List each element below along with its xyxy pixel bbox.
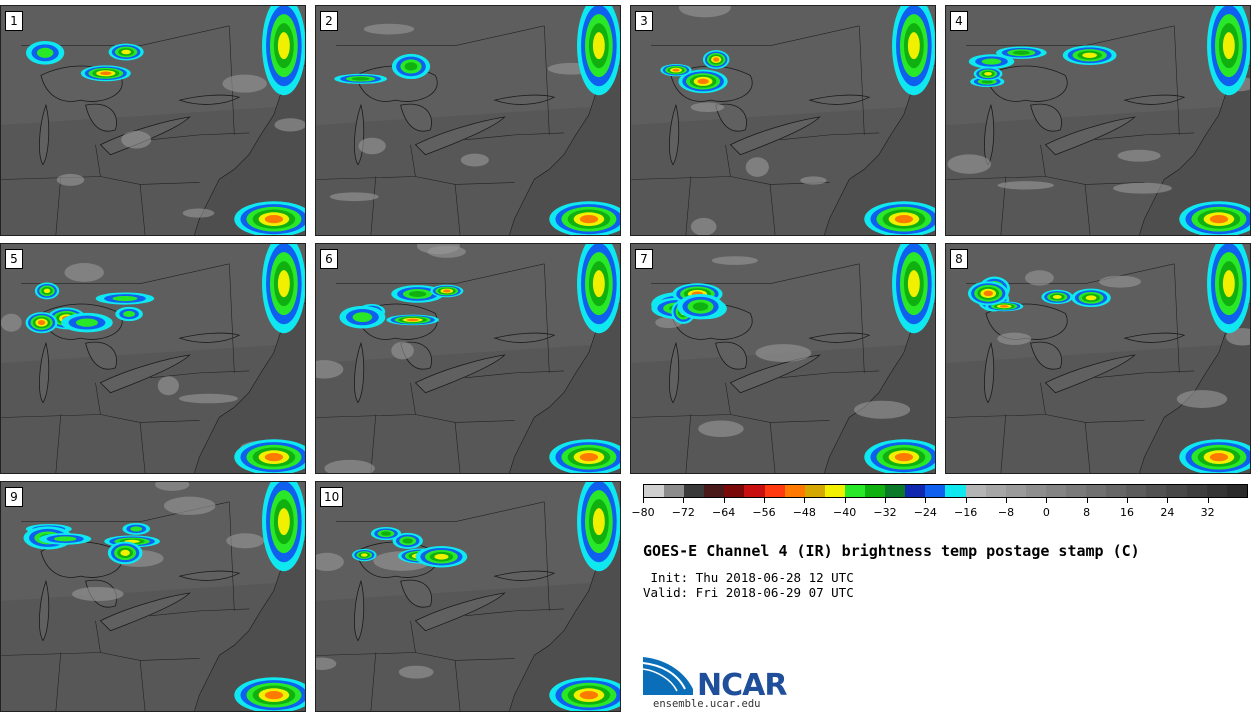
colorbar-swatch — [925, 485, 946, 497]
colorbar-swatch — [965, 485, 986, 497]
panel-number-label: 10 — [320, 487, 344, 507]
colorbar-tick-label: −72 — [671, 506, 695, 519]
colorbar-tick-label: 8 — [1083, 506, 1091, 519]
colorbar-swatch — [1005, 485, 1026, 497]
colorbar-swatch — [784, 485, 805, 497]
colorbar-tick-label: −48 — [792, 506, 816, 519]
colorbar-tick — [804, 498, 806, 503]
panel-number-label: 2 — [320, 11, 338, 31]
colorbar-swatch — [844, 485, 866, 497]
panel-number-label: 8 — [950, 249, 968, 269]
map-panel-4: 4 — [945, 5, 1251, 236]
colorbar-tick — [1127, 498, 1128, 503]
colorbar-ticks: −80 −72 −64 −56 −48 −40 −32 −24 −16 −8 0 8 16 24 32 — [631, 498, 1248, 528]
map-panel-5: 5 — [0, 243, 306, 474]
colorbar-swatch — [704, 485, 725, 497]
colorbar-tick — [764, 498, 765, 503]
colorbar-tick-label: −56 — [752, 506, 776, 519]
panel-number-label: 3 — [635, 11, 653, 31]
colorbar-swatch — [1086, 485, 1107, 497]
colorbar-tick-label: −80 — [631, 506, 655, 519]
colorbar-tick — [1046, 498, 1048, 503]
colorbar-tick — [925, 498, 927, 503]
map-panel-3: 3 — [630, 5, 936, 236]
colorbar-swatch — [885, 485, 906, 497]
panel-number-label: 5 — [5, 249, 23, 269]
colorbar-swatch — [724, 485, 745, 497]
colorbar-tick — [643, 498, 644, 503]
colorbar-swatch — [1146, 485, 1167, 497]
panel-number-label: 9 — [5, 487, 23, 507]
colorbar-tick-label: 0 — [1042, 506, 1050, 519]
colorbar-swatch — [865, 485, 886, 497]
colorbar-tick — [683, 498, 685, 503]
colorbar-tick-label: −64 — [712, 506, 736, 519]
colorbar-tick — [1167, 498, 1169, 503]
panel-number-label: 4 — [950, 11, 968, 31]
colorbar-swatch — [985, 485, 1006, 497]
map-panel-2: 2 — [315, 5, 621, 236]
colorbar-swatch — [1126, 485, 1147, 497]
ncar-logo — [643, 657, 693, 695]
colorbar-tick — [723, 498, 725, 503]
figure-title: GOES-E Channel 4 (IR) brightness temp po… — [643, 542, 1140, 560]
colorbar-swatch — [945, 485, 966, 497]
colorbar-swatch — [1166, 485, 1187, 497]
colorbar-tick — [1086, 498, 1088, 503]
map-panel-9: 9 — [0, 481, 306, 712]
colorbar-swatch — [644, 485, 665, 497]
map-panel-6: 6 — [315, 243, 621, 474]
map-panel-7: 7 — [630, 243, 936, 474]
colorbar-tick-label: 32 — [1200, 506, 1215, 519]
colorbar-tick-label: −24 — [913, 506, 937, 519]
panel-number-label: 6 — [320, 249, 338, 269]
colorbar-tick-label: −40 — [833, 506, 857, 519]
colorbar-swatch — [764, 485, 785, 497]
ncar-logo-text: NCAR — [697, 668, 787, 703]
colorbar-swatch — [1226, 485, 1247, 497]
colorbar-tick-label: 24 — [1160, 506, 1175, 519]
colorbar-swatch — [804, 485, 825, 497]
init-time: Init: Thu 2018-06-28 12 UTC — [643, 570, 854, 585]
logo-url: ensemble.ucar.edu — [653, 698, 761, 710]
colorbar-swatch — [744, 485, 765, 497]
colorbar-tick-label: −8 — [997, 506, 1015, 519]
colorbar-tick — [1006, 498, 1007, 503]
colorbar-swatch — [1045, 485, 1066, 497]
colorbar-swatch — [1186, 485, 1207, 497]
colorbar-tick-label: 16 — [1120, 506, 1134, 519]
colorbar-swatch — [1025, 485, 1046, 497]
colorbar-swatch — [1065, 485, 1087, 497]
colorbar-tick-label: −16 — [954, 506, 978, 519]
colorbar-tick — [844, 498, 846, 503]
valid-time: Valid: Fri 2018-06-29 07 UTC — [643, 585, 854, 600]
colorbar-swatch — [905, 485, 926, 497]
colorbar-tick — [1207, 498, 1209, 503]
colorbar-swatch — [664, 485, 685, 497]
map-panel-8: 8 — [945, 243, 1251, 474]
colorbar-swatch — [1206, 485, 1227, 497]
panel-number-label: 7 — [635, 249, 653, 269]
map-panel-10: 10 — [315, 481, 621, 712]
colorbar-swatch — [1106, 485, 1127, 497]
panel-number-label: 1 — [5, 11, 23, 31]
colorbar-swatch — [824, 485, 845, 497]
map-panel-1: 1 — [0, 5, 306, 236]
colorbar-tick — [885, 498, 886, 503]
colorbar-swatch — [684, 485, 705, 497]
colorbar — [643, 484, 1248, 498]
colorbar-tick-label: −32 — [873, 506, 897, 519]
colorbar-tick — [965, 498, 967, 503]
